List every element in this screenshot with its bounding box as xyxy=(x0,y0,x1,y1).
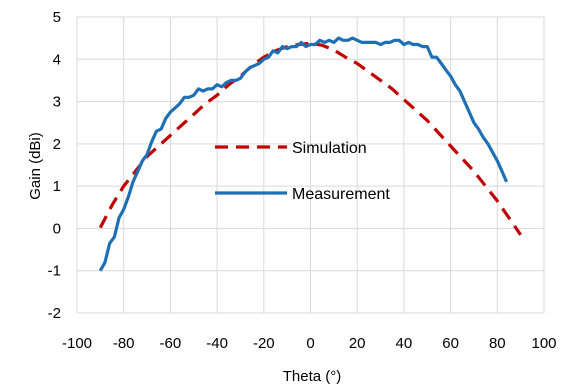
y-tick-label: 5 xyxy=(53,9,61,26)
plot-series xyxy=(98,36,522,272)
series-line-simulation xyxy=(98,41,522,236)
x-tick-label: 100 xyxy=(531,335,556,352)
x-tick-label: 0 xyxy=(306,335,314,352)
x-tick-label: -40 xyxy=(206,335,228,352)
legend-label-simulation: Simulation xyxy=(292,140,367,157)
y-tick-labels: -2 -1 0 1 2 3 4 5 xyxy=(48,9,61,322)
y-axis-title: Gain (dBi) xyxy=(27,132,44,200)
x-tick-label: -100 xyxy=(62,335,92,352)
x-tick-label: -20 xyxy=(253,335,275,352)
y-tick-label: 3 xyxy=(53,94,61,111)
y-tick-label: 2 xyxy=(53,136,61,153)
legend-label-measurement: Measurement xyxy=(292,186,390,203)
y-tick-label: 4 xyxy=(53,51,61,68)
x-tick-label: 80 xyxy=(489,335,506,352)
series-line-measurement xyxy=(98,36,509,272)
x-tick-label: 40 xyxy=(396,335,413,352)
y-tick-label: -2 xyxy=(48,305,61,322)
y-tick-label: 0 xyxy=(53,220,61,237)
grid-lines xyxy=(76,16,545,314)
y-tick-label: 1 xyxy=(53,178,61,195)
y-tick-label: -1 xyxy=(48,263,61,280)
x-axis-title: Theta (°) xyxy=(283,368,342,385)
x-tick-label: -80 xyxy=(113,335,135,352)
legend: Simulation Measurement xyxy=(215,140,390,203)
x-tick-labels: -100 -80 -60 -40 -20 0 20 40 60 80 100 xyxy=(62,335,557,352)
x-tick-label: 20 xyxy=(349,335,366,352)
x-tick-label: -60 xyxy=(160,335,182,352)
x-tick-label: 60 xyxy=(442,335,459,352)
